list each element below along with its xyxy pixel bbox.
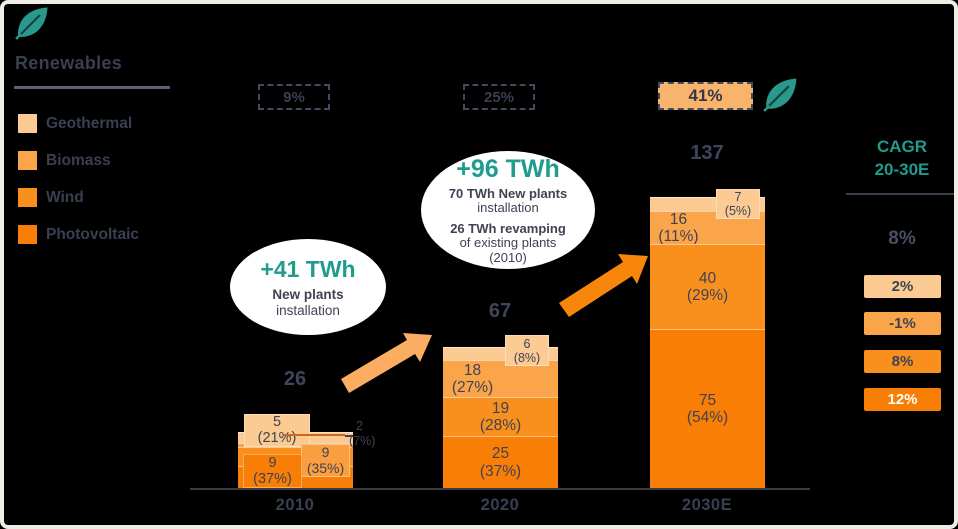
segment-2030-biomass: 16 (11%) (650, 211, 765, 245)
callout-96twh-line1: 70 TWh New plants (448, 185, 568, 201)
label-box-2010-wind: 9 (35%) (301, 444, 350, 477)
callout-41twh-heading: +41 TWh (260, 255, 356, 282)
cagr-heading: CAGR 20-30E (846, 135, 958, 181)
callout-96twh-line2: installation (477, 200, 539, 216)
cagr-divider (846, 193, 956, 195)
leader-dash-2010-biomass (345, 435, 353, 437)
callout-96twh-line5: (2010) (489, 249, 527, 265)
bar-2030e: 16 (11%) 40 (29%) 75 (54%) (650, 197, 765, 488)
legend-label-biomass: Biomass (46, 152, 111, 169)
growth-arrow-2020-2030 (559, 254, 648, 317)
cagr-chip-wind: 8% (864, 350, 941, 373)
legend-swatch-photovoltaic (18, 225, 37, 244)
total-2030: 137 (690, 142, 724, 164)
leaf-icon (15, 7, 48, 40)
page-title: Renewables (15, 53, 123, 73)
category-label-2010: 2010 (275, 496, 315, 514)
legend-swatch-geothermal (18, 114, 37, 133)
share-badge-2020: 25% (463, 84, 535, 110)
callout-96twh: +96 TWh 70 TWh New plants installation 2… (421, 151, 595, 269)
legend-swatch-biomass (18, 151, 37, 170)
label-box-2030-geothermal: 7 (5%) (716, 189, 760, 219)
legend-label-wind: Wind (46, 189, 84, 206)
share-badge-2010: 9% (258, 84, 330, 110)
cagr-total: 8% (888, 228, 916, 249)
x-axis (190, 488, 810, 490)
cagr-heading-line2: 20-30E (874, 160, 930, 179)
label-box-2010-photovoltaic: 9 (37%) (243, 454, 302, 488)
segment-2030-photovoltaic: 75 (54%) (650, 329, 765, 488)
bar-2020: 18 (27%) 19 (28%) 25 (37%) (443, 347, 558, 488)
total-2010: 26 (283, 368, 307, 390)
label-2010-biomass: 2 (7%) (349, 419, 376, 448)
category-label-2030e: 2030E (681, 496, 733, 514)
legend-label-photovoltaic: Photovoltaic (46, 226, 140, 243)
share-badge-2030: 41% (658, 82, 753, 110)
label-box-2020-geothermal: 6 (8%) (505, 335, 549, 366)
segment-2030-wind: 40 (29%) (650, 244, 765, 329)
total-2020: 67 (488, 300, 512, 322)
cagr-chip-biomass: -1% (864, 312, 941, 335)
callout-41twh-line2: installation (276, 302, 340, 318)
callout-96twh-line3: 26 TWh revamping (450, 220, 566, 236)
category-label-2020: 2020 (480, 496, 520, 514)
callout-41twh-line1: New plants (272, 286, 344, 302)
legend-label-geothermal: Geothermal (46, 115, 133, 132)
segment-2020-biomass: 18 (27%) (443, 360, 558, 397)
label-box-2010-geothermal: 5 (21%) (244, 414, 310, 447)
leader-line-2010-biomass (284, 434, 345, 436)
cagr-chip-photovoltaic: 12% (864, 388, 941, 411)
callout-96twh-heading: +96 TWh (456, 154, 560, 183)
title-underline (14, 86, 170, 89)
segment-2020-photovoltaic: 25 (37%) (443, 436, 558, 488)
legend-swatch-wind (18, 188, 37, 207)
callout-96twh-line4: of existing plants (459, 235, 557, 251)
cagr-chip-geothermal: 2% (864, 275, 941, 298)
segment-2020-wind: 19 (28%) (443, 397, 558, 436)
cagr-heading-line1: CAGR (876, 137, 928, 156)
growth-arrow-2010-2020 (341, 333, 432, 393)
leaf-icon-small (763, 78, 797, 112)
callout-41twh: +41 TWh New plants installation (230, 239, 386, 335)
